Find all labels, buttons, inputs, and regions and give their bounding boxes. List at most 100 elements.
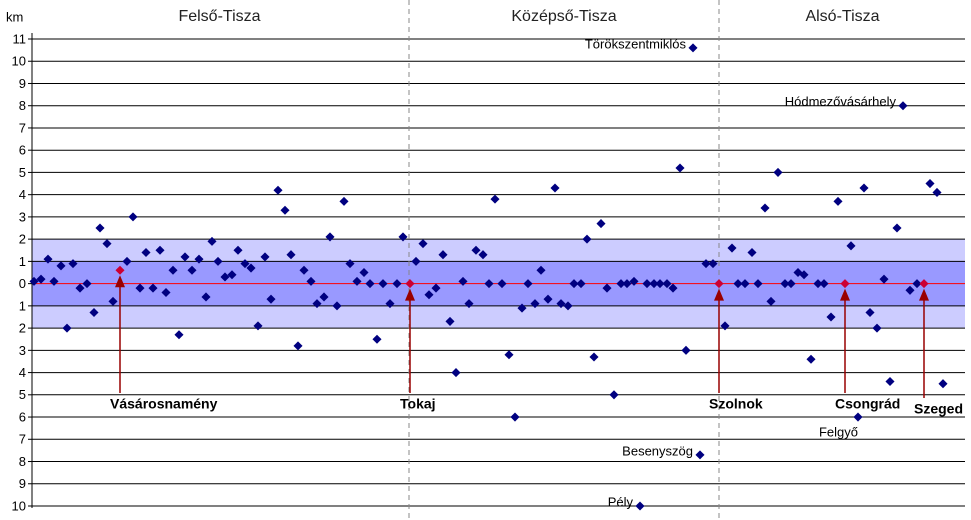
point [29,276,39,286]
point [905,285,915,295]
point [293,341,303,351]
point [49,276,59,286]
point [89,308,99,318]
point [372,334,382,344]
point [108,296,118,306]
y-tick-label: 10 [12,54,26,69]
point [161,287,171,298]
point [128,212,138,222]
point [504,350,514,360]
town-label: Szolnok [709,396,763,412]
point [760,203,770,213]
point [148,283,158,293]
point [925,179,935,189]
point [273,185,283,195]
y-tick-label: 8 [19,454,26,469]
y-tick-label: 1 [19,254,26,269]
point [510,412,520,422]
y-tick-label: 0 [19,276,26,291]
point-annotation: Hódmezővásárhely [785,94,897,109]
point [180,252,190,262]
point [155,245,165,255]
point [543,294,553,304]
point [806,354,816,364]
y-tick-label: 2 [19,232,26,247]
town-point [115,265,125,275]
point [688,43,698,53]
y-tick-label: 11 [13,31,27,46]
y-tick-label: 3 [19,209,26,224]
arrow-head [115,275,125,288]
point [141,247,151,258]
point [478,250,488,260]
arrow-head [840,288,850,301]
point [187,265,197,275]
point [589,352,599,362]
point [629,276,639,286]
town-label: Tokaj [400,396,436,412]
point [833,196,843,206]
section-title: Felső-Tisza [178,8,260,25]
town-label: Vásárosnamény [110,396,218,412]
y-tick-label: 9 [19,476,26,491]
y-axis-label: km [6,9,23,24]
point [227,270,237,280]
arrow-head [714,288,724,301]
point-annotation: Pély [608,494,634,509]
point [174,330,184,340]
point [240,259,250,269]
y-tick-label: 8 [19,98,26,113]
point [596,219,606,229]
point [550,183,560,193]
point [879,274,889,284]
y-tick-label: 9 [19,76,26,91]
y-tick-label: 7 [19,432,26,447]
section-title: Középső-Tisza [511,8,616,25]
point [766,296,776,306]
point [438,250,448,260]
point [233,245,243,255]
point [253,321,263,331]
y-tick-label: 4 [19,187,26,202]
point [859,183,869,193]
point [168,265,178,275]
point [451,368,461,378]
point [220,272,230,282]
point [853,412,863,422]
y-tick-label: 7 [19,120,26,135]
point [885,376,895,386]
point-annotation: Besenyszög [622,443,693,458]
point [280,205,290,215]
point [102,239,112,249]
point-annotation: Felgyő [819,424,858,439]
y-tick-label: 6 [19,143,26,158]
point [536,265,546,275]
arrow-head [919,288,929,301]
point [675,163,685,173]
point [213,256,223,266]
point [490,194,500,204]
y-tick-label: 1 [19,298,26,313]
point [938,379,948,389]
point [892,223,902,233]
point [207,236,217,246]
point-annotation: Törökszentmiklós [585,36,687,51]
y-tick-label: 4 [19,365,26,380]
point [339,196,349,206]
point [286,250,296,260]
point [681,345,691,355]
y-tick-label: 2 [19,321,26,336]
section-title: Alsó-Tisza [805,8,879,25]
y-tick-label: 10 [12,498,26,513]
point [695,450,705,460]
town-label: Csongrád [835,396,900,412]
point [865,308,875,318]
point [95,223,105,233]
arrow-head [405,288,415,301]
point [635,501,645,511]
point [898,101,908,111]
y-tick-label: 5 [19,387,26,402]
point [36,274,46,284]
y-tick-label: 5 [19,165,26,180]
